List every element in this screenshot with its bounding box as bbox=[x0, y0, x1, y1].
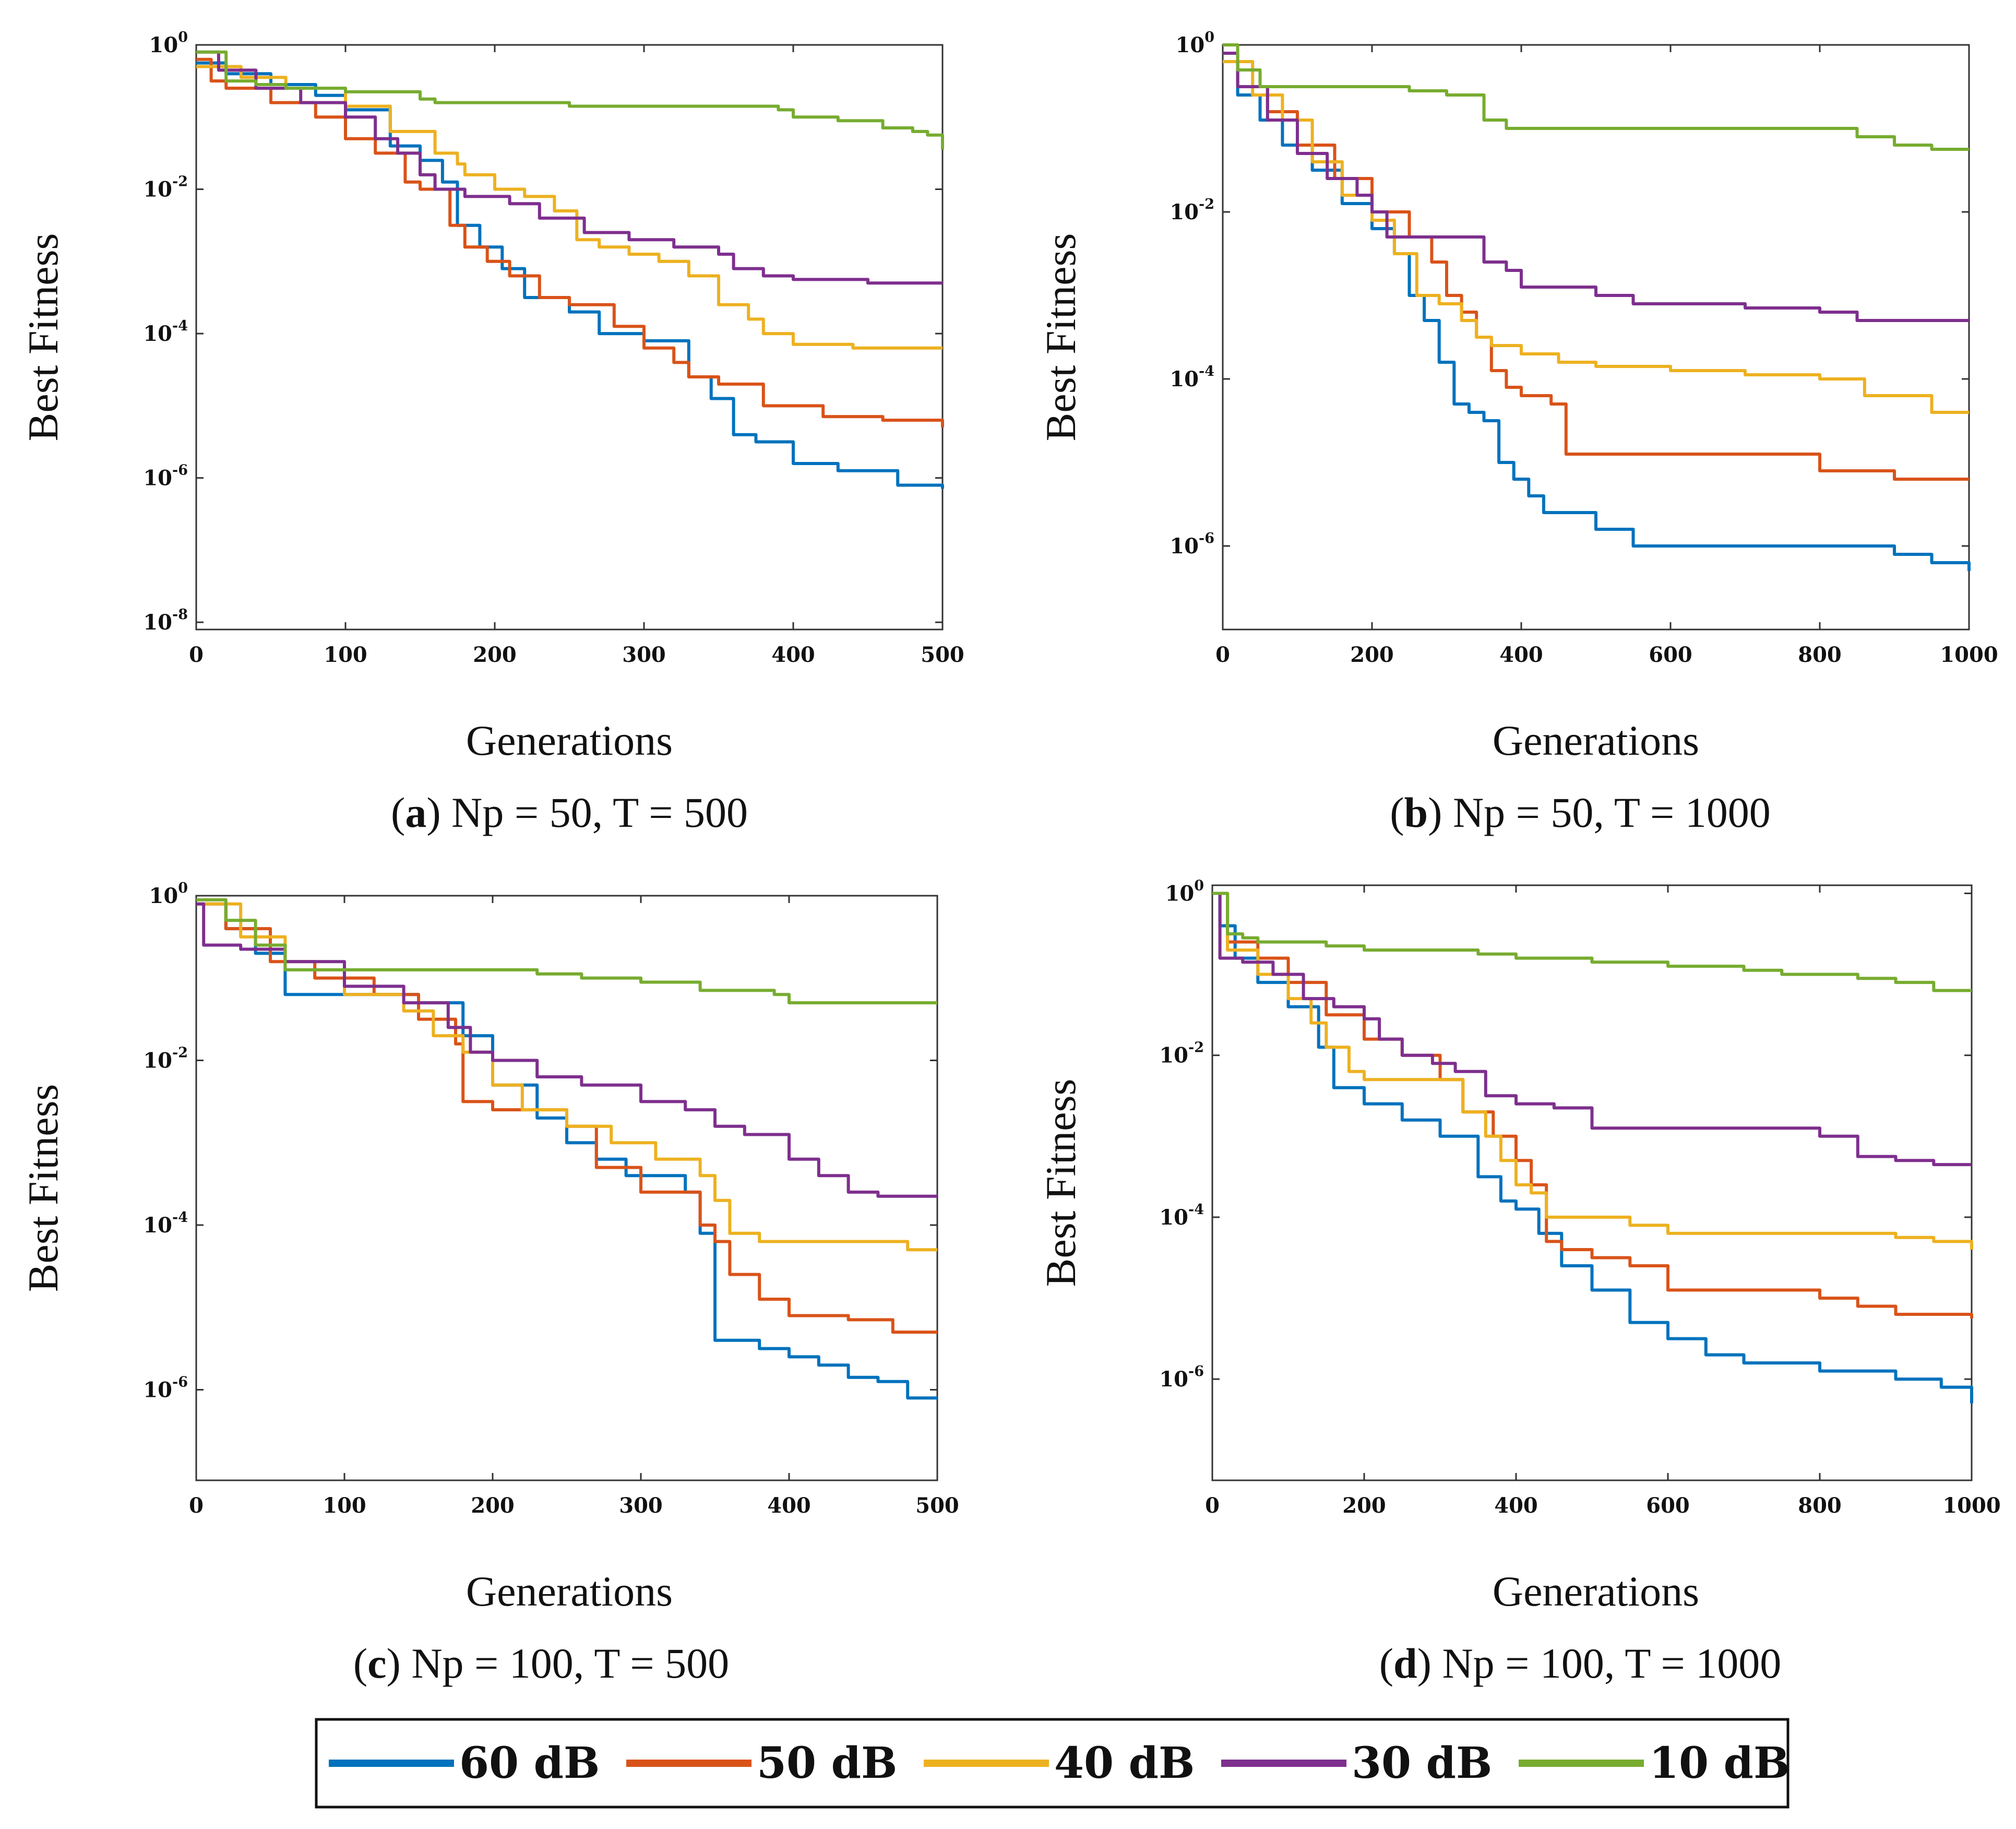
series-line-b-10-db bbox=[1223, 43, 1969, 151]
y-tick-label-c-1: 10-2 bbox=[143, 1044, 188, 1073]
y-tick-label-d-2: 10-4 bbox=[1159, 1202, 1204, 1230]
y-axis-label-d: Best Fitness bbox=[1037, 1079, 1084, 1287]
series-line-c-40-db bbox=[196, 902, 937, 1252]
x-tick-label-d-0: 0 bbox=[1205, 1493, 1220, 1518]
y-axis-label-c: Best Fitness bbox=[19, 1084, 67, 1292]
x-tick-label-a-2: 200 bbox=[473, 643, 517, 667]
caption-text-c: ) Np = 100, T = 500 bbox=[387, 1640, 730, 1687]
y-tick-label-a-1: 10-2 bbox=[143, 174, 188, 202]
caption-letter-c: c bbox=[367, 1640, 386, 1687]
series-line-a-50-db bbox=[196, 57, 944, 427]
y-tick-label-a-3: 10-6 bbox=[143, 462, 188, 491]
caption-text-d: ) Np = 100, T = 1000 bbox=[1417, 1640, 1782, 1687]
caption-b: (b) Np = 50, T = 1000 bbox=[1390, 789, 1771, 836]
plot-area-c bbox=[195, 895, 938, 1481]
caption-text-a: ) Np = 50, T = 500 bbox=[426, 789, 748, 836]
legend-items: 60 dB 50 dB 40 dB 30 dB 10 dB bbox=[329, 1738, 1790, 1788]
series-line-d-10-db bbox=[1212, 892, 1972, 992]
x-tick-label-b-1: 200 bbox=[1350, 643, 1394, 667]
x-tick-label-d-4: 800 bbox=[1798, 1493, 1842, 1518]
x-tick-label-c-4: 400 bbox=[767, 1493, 811, 1518]
series-line-a-10-db bbox=[196, 50, 944, 150]
y-tick-label-d-1: 10-2 bbox=[1159, 1040, 1204, 1068]
y-tick-label-a-2: 10-4 bbox=[143, 318, 188, 346]
caption-letter-a: a bbox=[405, 789, 426, 836]
plot-area-a bbox=[195, 44, 944, 631]
y-axis-label-a: Best Fitness bbox=[19, 233, 67, 442]
legend: 60 dB 50 dB 40 dB 30 dB 10 dB bbox=[315, 1718, 1790, 1809]
y-tick-label-d-3: 10-6 bbox=[1159, 1363, 1204, 1392]
x-tick-label-b-2: 400 bbox=[1499, 643, 1543, 667]
y-tick-label-b-3: 10-6 bbox=[1170, 530, 1214, 559]
x-tick-label-b-0: 0 bbox=[1215, 643, 1230, 667]
series-line-b-50-db bbox=[1223, 60, 1969, 481]
x-tick-label-a-1: 100 bbox=[324, 643, 367, 667]
caption-a: (a) Np = 50, T = 500 bbox=[391, 789, 748, 836]
x-tick-label-c-0: 0 bbox=[189, 1493, 204, 1518]
legend-label-50-db: 50 dB bbox=[757, 1738, 897, 1788]
panel-d: 0 200 400 600 800 1000 100 10-2 10-4 10-6 Generat… bbox=[1037, 878, 2001, 1687]
legend-label-60-db: 60 dB bbox=[459, 1738, 600, 1788]
y-tick-label-d-0: 100 bbox=[1165, 878, 1204, 906]
y-axis-label-b: Best Fitness bbox=[1037, 233, 1084, 442]
x-tick-label-b-5: 1000 bbox=[1940, 643, 1998, 667]
series-line-b-30-db bbox=[1223, 52, 1969, 322]
x-tick-label-d-3: 600 bbox=[1646, 1493, 1690, 1518]
series-line-b-60-db bbox=[1223, 60, 1971, 571]
x-tick-label-a-3: 300 bbox=[622, 643, 666, 667]
legend-label-30-db: 30 dB bbox=[1352, 1738, 1492, 1788]
y-tick-label-b-2: 10-4 bbox=[1170, 363, 1214, 391]
panel-b: 0 200 400 600 800 1000 100 10-2 10-4 10-6 Generat… bbox=[1037, 29, 1998, 836]
plot-a-marks: 0 100 200 300 400 500 100 10-2 10-4 10-6 10-8 bbox=[143, 29, 964, 667]
y-tick-label-c-0: 100 bbox=[149, 880, 188, 908]
legend-label-40-db: 40 dB bbox=[1054, 1738, 1195, 1788]
plot-area-b bbox=[1222, 44, 1970, 631]
plot-c-marks: 0 100 200 300 400 500 100 10-2 10-4 10-6 bbox=[143, 880, 959, 1518]
series-line-d-30-db bbox=[1212, 892, 1972, 1167]
plot-d-marks: 0 200 400 600 800 1000 100 10-2 10-4 10-6 bbox=[1159, 878, 2000, 1518]
x-tick-label-c-5: 500 bbox=[915, 1493, 959, 1518]
x-tick-label-c-2: 200 bbox=[471, 1493, 515, 1518]
x-tick-label-c-1: 100 bbox=[323, 1493, 366, 1518]
caption-d: (d) Np = 100, T = 1000 bbox=[1379, 1640, 1782, 1687]
x-axis-label-a: Generations bbox=[466, 717, 673, 764]
y-tick-label-a-0: 100 bbox=[149, 29, 188, 57]
y-tick-label-c-2: 10-4 bbox=[143, 1209, 188, 1238]
y-tick-label-a-4: 10-8 bbox=[143, 607, 188, 635]
series-line-c-30-db bbox=[196, 902, 937, 1198]
series-line-a-40-db bbox=[196, 65, 943, 350]
x-tick-label-a-4: 400 bbox=[771, 643, 815, 667]
plot-area-d bbox=[1211, 884, 1973, 1481]
y-tick-label-b-0: 100 bbox=[1176, 29, 1214, 57]
x-tick-label-b-4: 800 bbox=[1798, 643, 1842, 667]
series-line-c-10-db bbox=[196, 898, 937, 1005]
x-axis-label-d: Generations bbox=[1493, 1567, 1699, 1615]
x-tick-label-d-2: 400 bbox=[1494, 1493, 1538, 1518]
series-line-a-30-db bbox=[196, 50, 943, 285]
y-tick-label-b-1: 10-2 bbox=[1170, 196, 1214, 224]
x-tick-label-b-3: 600 bbox=[1649, 643, 1692, 667]
x-tick-label-a-5: 500 bbox=[921, 643, 964, 667]
series-line-d-50-db bbox=[1212, 892, 1973, 1319]
plot-b-marks: 0 200 400 600 800 1000 100 10-2 10-4 10-6 bbox=[1170, 29, 1998, 667]
x-tick-label-d-1: 200 bbox=[1342, 1493, 1386, 1518]
x-tick-label-a-0: 0 bbox=[189, 643, 204, 667]
x-axis-label-b: Generations bbox=[1493, 717, 1699, 764]
x-tick-label-c-3: 300 bbox=[619, 1493, 663, 1518]
x-tick-label-d-5: 1000 bbox=[1942, 1493, 2000, 1518]
caption-text-b: ) Np = 50, T = 1000 bbox=[1428, 789, 1771, 836]
legend-label-10-db: 10 dB bbox=[1649, 1738, 1790, 1788]
y-tick-label-c-3: 10-6 bbox=[143, 1374, 188, 1402]
panel-c: 0 100 200 300 400 500 100 10-2 10-4 10-6 Generati… bbox=[19, 880, 959, 1687]
x-axis-label-c: Generations bbox=[466, 1567, 673, 1615]
panel-a: 0 100 200 300 400 500 100 10-2 10-4 10-6 10-8 Gene… bbox=[19, 29, 964, 836]
caption-letter-b: b bbox=[1404, 789, 1428, 836]
series-line-b-40-db bbox=[1223, 60, 1969, 414]
caption-letter-d: d bbox=[1393, 1640, 1417, 1687]
caption-c: (c) Np = 100, T = 500 bbox=[353, 1640, 729, 1687]
